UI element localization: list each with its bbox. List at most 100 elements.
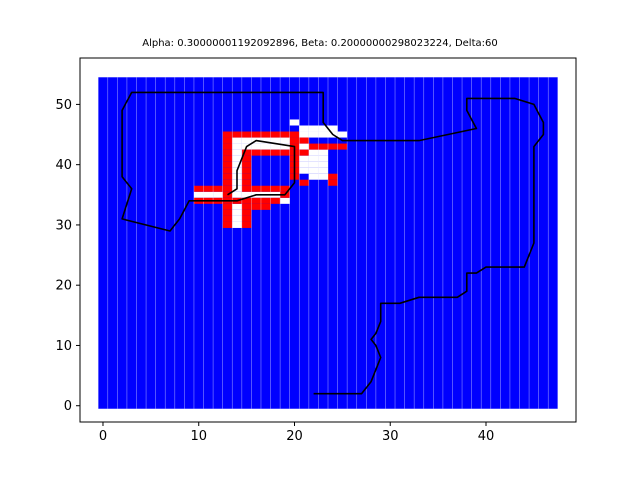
unexplored-cell — [299, 155, 309, 162]
cell-column-separators — [97, 77, 559, 409]
unexplored-cell — [213, 191, 223, 198]
obstacle-cell — [251, 131, 261, 138]
unexplored-cell — [299, 167, 309, 174]
obstacle-cell — [222, 155, 233, 162]
unexplored-cell — [318, 155, 328, 162]
unexplored-cell — [280, 137, 290, 144]
obstacle-cell — [203, 185, 214, 192]
unexplored-cell — [232, 161, 242, 168]
obstacle-cell — [222, 203, 233, 210]
unexplored-cell — [280, 143, 290, 150]
unexplored-cell — [270, 143, 281, 150]
y-tick-label: 20 — [55, 279, 72, 294]
obstacle-cell — [251, 185, 261, 192]
y-axis-ticks: 0 10 20 30 40 50 — [55, 98, 80, 414]
unexplored-cell — [193, 191, 204, 198]
obstacle-cell — [222, 161, 233, 168]
obstacle-cell — [289, 131, 300, 138]
obstacle-cell — [222, 131, 233, 138]
y-tick-label: 30 — [55, 218, 72, 233]
obstacle-cell — [232, 131, 242, 138]
unexplored-cell — [308, 167, 319, 174]
obstacle-cell — [222, 149, 233, 156]
obstacle-cell — [222, 137, 233, 144]
unexplored-cell — [308, 149, 319, 156]
obstacle-cell — [213, 185, 223, 192]
obstacle-cell — [251, 197, 261, 204]
unexplored-cell — [318, 161, 328, 168]
obstacle-cell — [241, 179, 252, 186]
obstacle-cell — [222, 167, 233, 174]
obstacle-cell — [260, 149, 271, 156]
unexplored-cell — [203, 191, 214, 198]
obstacle-cell — [222, 179, 233, 186]
unexplored-cell — [318, 131, 328, 138]
obstacle-cell — [328, 173, 338, 180]
obstacle-cell — [222, 173, 233, 180]
y-tick-label: 50 — [55, 98, 72, 113]
obstacle-cell — [328, 179, 338, 186]
obstacle-cell — [270, 131, 281, 138]
unexplored-cell — [318, 149, 328, 156]
obstacle-cell — [222, 185, 233, 192]
x-tick-label: 40 — [478, 429, 495, 444]
robot-path — [121, 91, 545, 395]
obstacle-cell — [241, 215, 252, 222]
unexplored-cell — [232, 149, 242, 156]
unexplored-cell — [289, 119, 300, 126]
obstacle-cell — [260, 185, 271, 192]
obstacle-cell — [280, 185, 290, 192]
obstacle-cell — [251, 149, 261, 156]
unexplored-cell — [241, 191, 252, 198]
unexplored-cell — [318, 125, 328, 132]
unexplored-cell — [318, 173, 328, 180]
obstacle-cell — [299, 149, 309, 156]
unexplored-cell — [318, 167, 328, 174]
obstacle-cell — [308, 143, 319, 150]
obstacle-cell — [241, 167, 252, 174]
obstacle-cell — [241, 131, 252, 138]
unexplored-cell — [299, 161, 309, 168]
unexplored-cell — [308, 125, 319, 132]
unexplored-cell — [260, 143, 271, 150]
obstacle-cell — [299, 179, 309, 186]
unexplored-cell — [260, 137, 271, 144]
x-tick-label: 20 — [286, 429, 303, 444]
unexplored-cell — [232, 203, 242, 210]
plot-frame — [79, 57, 577, 423]
obstacle-cell — [222, 221, 233, 228]
unexplored-cell — [232, 215, 242, 222]
obstacle-cell — [241, 173, 252, 180]
unexplored-cell — [308, 155, 319, 162]
obstacle-cell — [299, 137, 309, 144]
unexplored-cell — [280, 197, 290, 204]
unexplored-cell — [232, 155, 242, 162]
x-tick-label: 0 — [99, 429, 107, 444]
obstacle-cell — [280, 131, 290, 138]
obstacle-cell — [193, 185, 204, 192]
obstacle-cell — [289, 137, 300, 144]
unexplored-cell — [308, 131, 319, 138]
obstacle-cell — [260, 203, 271, 210]
obstacle-cell — [222, 143, 233, 150]
obstacle-cell — [222, 191, 233, 198]
obstacle-cell — [337, 143, 348, 150]
obstacle-cell — [241, 155, 252, 162]
obstacle-cell — [241, 161, 252, 168]
obstacle-cell — [318, 143, 328, 150]
x-axis-ticks: 0 10 20 30 40 — [99, 422, 494, 444]
obstacle-cell — [222, 215, 233, 222]
path-line — [121, 91, 545, 395]
unexplored-cell — [337, 131, 348, 138]
obstacle-cell — [270, 197, 281, 204]
obstacle-cell — [280, 149, 290, 156]
obstacle-cell — [260, 131, 271, 138]
x-tick-label: 10 — [190, 429, 207, 444]
unexplored-cell — [270, 137, 281, 144]
obstacle-cell — [270, 149, 281, 156]
y-tick-label: 40 — [55, 158, 72, 173]
unexplored-cell — [299, 143, 309, 150]
obstacle-cell — [222, 209, 233, 216]
unexplored-cell — [232, 191, 242, 198]
